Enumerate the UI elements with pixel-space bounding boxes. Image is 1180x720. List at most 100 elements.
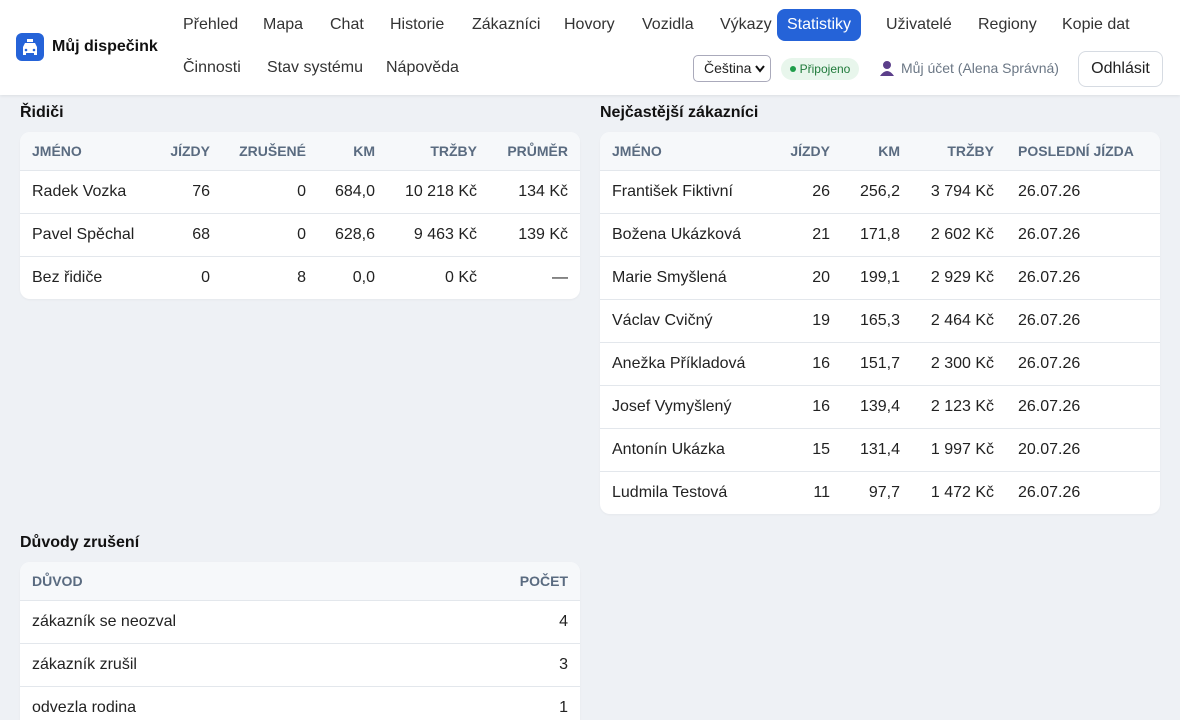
cell: 1 472 Kč: [930, 484, 994, 501]
cell: Pavel Spěchal: [20, 213, 150, 257]
cell: 26: [770, 170, 842, 214]
reasons-card: Důvod Počet zákazník se neozval 4 zákazník z…: [20, 562, 580, 720]
cell: Bez řidiče: [32, 269, 103, 286]
cell: 2 300 Kč: [912, 342, 1006, 386]
table-row: Antonín Ukázka 15 131,4 1 997 Kč 20.07.26: [600, 428, 1160, 472]
header-row: Důvod Počet: [20, 562, 580, 601]
cell: 26.07.26: [1018, 484, 1081, 501]
cell: Anežka Příkladová: [600, 342, 770, 386]
cell: František Fiktivní: [600, 170, 770, 214]
cell: 16: [770, 342, 842, 386]
column-header: Jízdy: [770, 132, 842, 171]
section-title: Nejčastější zákazníci: [600, 104, 759, 121]
nav-item[interactable]: Stav systému: [267, 59, 364, 76]
header-row: Jméno Jízdy Zrušené Km Tržby Průměr: [20, 132, 580, 171]
cell: 139,4: [842, 385, 912, 429]
nav-item[interactable]: Přehled: [183, 16, 239, 33]
column-header: Zrušené: [222, 132, 318, 171]
top-bar: Můj dispečink Přehled Mapa Chat Historie Zák…: [0, 0, 1180, 95]
cell: zákazník se neozval: [20, 600, 420, 644]
nav-item[interactable]: Zákazníci: [472, 16, 541, 33]
column-header: Poslední jízda: [1006, 132, 1160, 171]
cell: 0: [201, 269, 210, 286]
section-title: Důvody zrušení: [20, 534, 140, 551]
table-row: Josef Vymyšlený 16 139,4 2 123 Kč 26.07.26: [600, 385, 1160, 429]
nav-item[interactable]: Statistiky: [777, 9, 862, 41]
cell: 0: [222, 213, 318, 257]
nav-item[interactable]: Uživatelé: [886, 16, 952, 33]
cell: 20: [770, 256, 842, 300]
logout-button[interactable]: Odhlásit: [1078, 51, 1163, 87]
reasons-table: Důvod Počet zákazník se neozval 4 zákazník z…: [20, 562, 580, 720]
column-header: Tržby: [387, 132, 489, 171]
language-select[interactable]: Čeština: [693, 55, 771, 82]
cell: Josef Vymyšlený: [600, 385, 770, 429]
cell: 15: [770, 428, 842, 472]
cell: Božena Ukázková: [600, 213, 770, 257]
cell: 0: [222, 170, 318, 214]
nav-item[interactable]: Činnosti: [183, 59, 241, 76]
cell: 26.07.26: [1006, 342, 1160, 386]
table-row: Bez řidiče 0 8 0,0 0 Kč —: [20, 257, 580, 300]
cell: Antonín Ukázka: [600, 428, 770, 472]
table-row: Václav Cvičný 19 165,3 2 464 Kč 26.07.26: [600, 299, 1160, 343]
cell: 26.07.26: [1006, 213, 1160, 257]
cell: 11: [813, 484, 830, 501]
table-row: Ludmila Testová 11 97,7 1 472 Kč 26.07.26: [600, 472, 1160, 515]
thead: Jméno Jízdy Zrušené Km Tržby Průměr: [20, 132, 580, 171]
column-header: Počet: [420, 562, 580, 601]
cell: Ludmila Testová: [612, 484, 728, 501]
cell: 1 997 Kč: [912, 428, 1006, 472]
tbody: zákazník se neozval 4 zákazník zrušil 3 odve…: [20, 600, 580, 720]
cell: 16: [770, 385, 842, 429]
chevron: [755, 65, 765, 73]
cell: 256,2: [842, 170, 912, 214]
cell: 139 Kč: [489, 213, 580, 257]
nav-item[interactable]: Hovory: [564, 16, 615, 33]
cell: 26.07.26: [1006, 385, 1160, 429]
cell: 26.07.26: [1006, 299, 1160, 343]
cell: Václav Cvičný: [600, 299, 770, 343]
cell: 3 794 Kč: [912, 170, 1006, 214]
cell: Radek Vozka: [20, 170, 150, 214]
nav-item[interactable]: Kopie dat: [1062, 16, 1130, 33]
section-title: Řidiči: [20, 104, 64, 121]
table-row: Marie Smyšlená 20 199,1 2 929 Kč 26.07.26: [600, 256, 1160, 300]
status-text: Připojeno: [799, 62, 851, 76]
cell: 171,8: [842, 213, 912, 257]
cell: 151,7: [842, 342, 912, 386]
language: Čeština: [704, 60, 752, 76]
table-row: Pavel Spěchal 68 0 628,6 9 463 Kč 139 Kč: [20, 213, 580, 257]
tbody: František Fiktivní 26 256,2 3 794 Kč 26.07.2…: [600, 170, 1160, 515]
column-header: Důvod: [20, 562, 420, 601]
cell: 4: [420, 600, 580, 644]
brand[interactable]: Můj dispečink: [16, 33, 158, 61]
cell: 2 602 Kč: [912, 213, 1006, 257]
cell: 97,7: [868, 484, 900, 501]
nav-item[interactable]: Regiony: [978, 16, 1037, 33]
column-header: Jméno: [20, 132, 150, 171]
user-icon: [880, 61, 894, 76]
nav-item[interactable]: Mapa: [263, 16, 304, 33]
nav-item[interactable]: Chat: [330, 16, 364, 33]
nav-item[interactable]: Historie: [390, 16, 445, 33]
column-header: Průměr: [489, 132, 580, 171]
drivers-table: Jméno Jízdy Zrušené Km Tržby Průměr Radek Vozk…: [20, 132, 580, 299]
cell: 2 123 Kč: [912, 385, 1006, 429]
drivers-card: Jméno Jízdy Zrušené Km Tržby Průměr Radek Vozk…: [20, 132, 580, 299]
nav-item[interactable]: Nápověda: [386, 59, 459, 76]
cell: 628,6: [318, 213, 387, 257]
table-row: Anežka Příkladová 16 151,7 2 300 Kč 26.07.26: [600, 342, 1160, 386]
table-row: František Fiktivní 26 256,2 3 794 Kč 26.07.2…: [600, 170, 1160, 214]
column-header: Km: [318, 132, 387, 171]
cell: 131,4: [842, 428, 912, 472]
cell: —: [552, 269, 568, 286]
nav-item[interactable]: Vozidla: [642, 16, 694, 33]
table-row: odvezla rodina 1: [20, 687, 580, 720]
cell: 0,0: [352, 269, 375, 286]
nav-item[interactable]: Výkazy: [720, 16, 772, 33]
cell: 0 Kč: [444, 269, 477, 286]
account-link[interactable]: Můj účet (Alena Správná): [879, 60, 1059, 76]
brand-name: Můj dispečink: [52, 38, 158, 55]
